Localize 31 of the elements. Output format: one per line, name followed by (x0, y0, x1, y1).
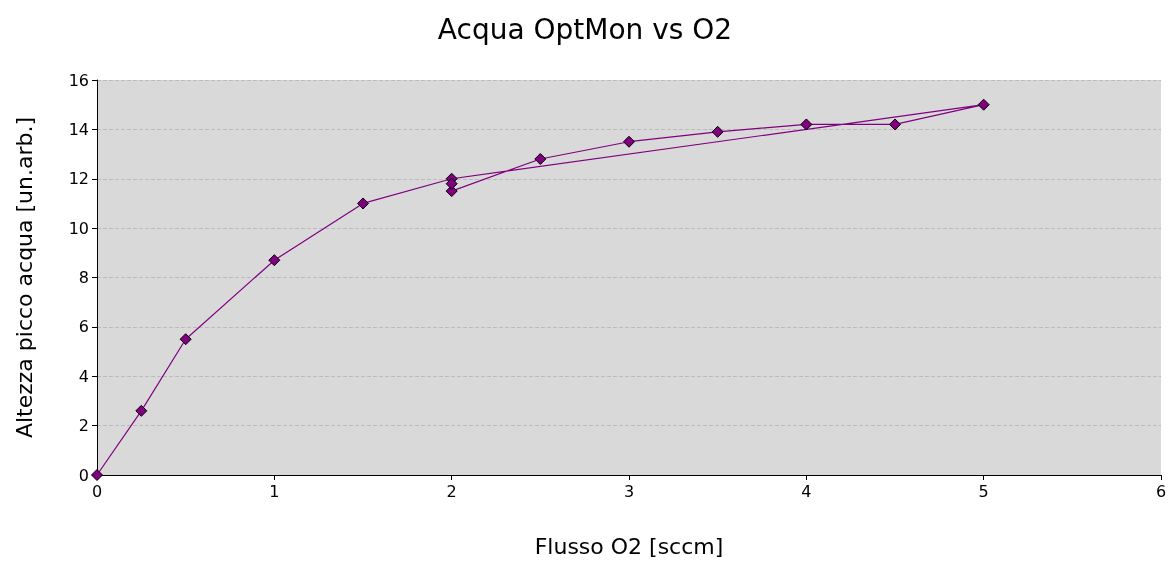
point (179, 333, 192, 346)
y-tick-label: 10 (68, 218, 89, 238)
y-tick-label: 0 (78, 465, 89, 485)
point (135, 404, 148, 417)
point (977, 98, 990, 111)
y-tick-label: 2 (78, 416, 89, 436)
y-axis-title: Altezza picco acqua [un.arb.] (11, 116, 37, 439)
x-tick-label: 3 (623, 481, 635, 501)
chart-title: Acqua OptMon vs O2 (437, 12, 733, 46)
point (711, 125, 724, 138)
point (889, 118, 901, 131)
point (623, 135, 635, 148)
y-tick-label: 4 (78, 366, 89, 386)
x-tick-label: 2 (446, 481, 457, 501)
x-tick-label: 6 (1155, 481, 1167, 501)
y-tick-label: 12 (68, 169, 89, 189)
point (357, 197, 369, 210)
x-tick-label: 5 (978, 481, 989, 501)
point (91, 469, 103, 481)
y-tick-label: 16 (68, 70, 89, 90)
y-tick-label: 6 (78, 317, 89, 337)
y-tick-label: 8 (78, 268, 89, 287)
point (445, 177, 458, 190)
x-tick-label: 1 (269, 481, 280, 501)
point (800, 118, 813, 131)
point (268, 254, 281, 267)
x-tick-label: 0 (91, 481, 103, 501)
x-tick-label: 4 (801, 481, 812, 501)
x-axis-title: Flusso O2 [sccm] (534, 533, 724, 559)
y-tick-label: 14 (68, 119, 89, 139)
point (534, 153, 547, 165)
